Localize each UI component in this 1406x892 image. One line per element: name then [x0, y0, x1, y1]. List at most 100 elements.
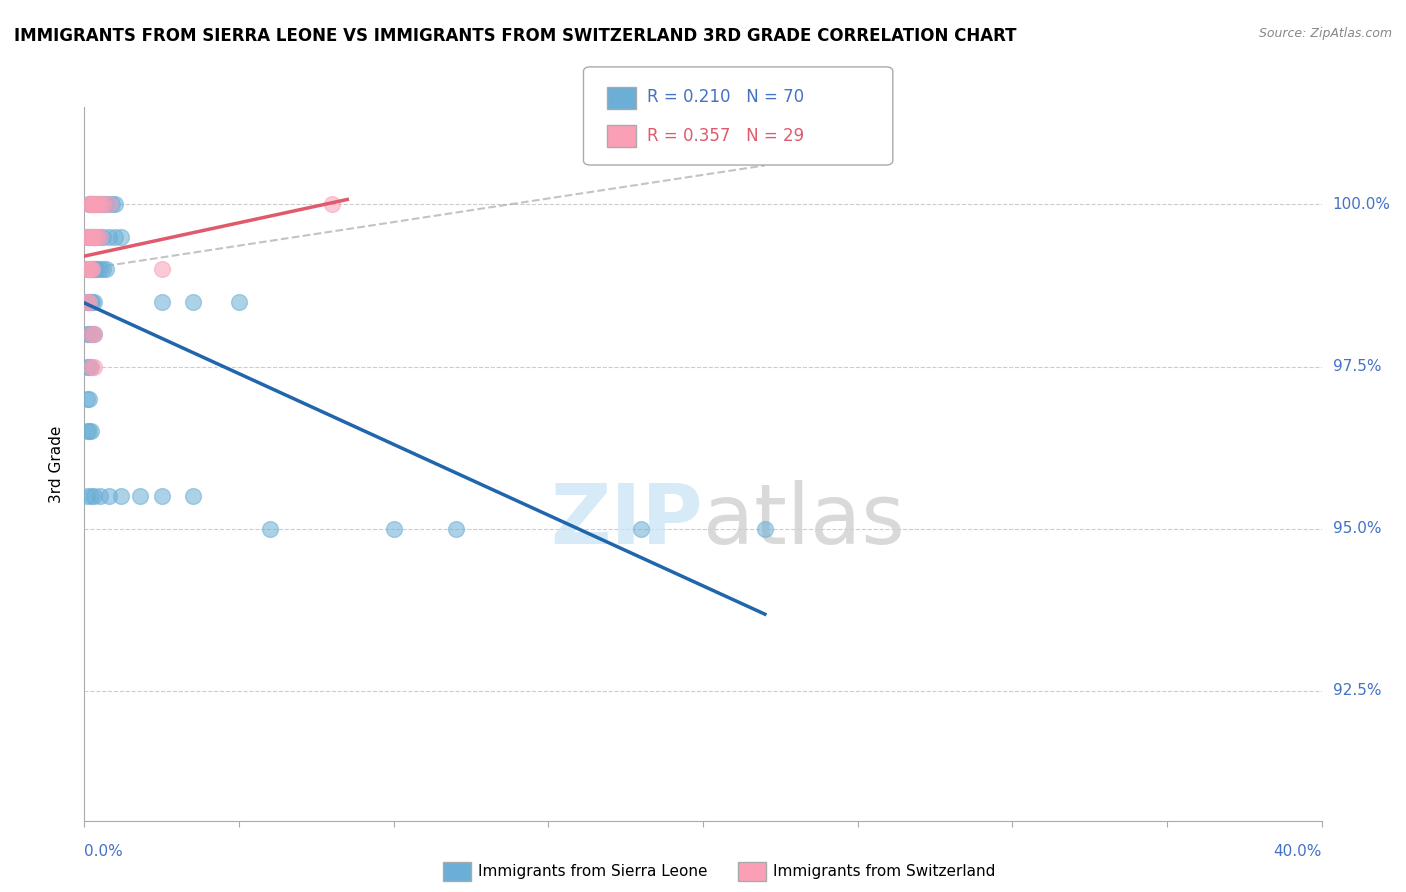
- Point: [150, 489, 173, 503]
- Point: [79, 489, 101, 503]
- Point: [754, 522, 776, 536]
- Point: [76, 327, 98, 342]
- Point: [86, 197, 108, 211]
- Point: [77, 262, 100, 277]
- Point: [98, 197, 121, 211]
- Point: [76, 262, 98, 277]
- Point: [444, 522, 467, 536]
- Point: [76, 294, 98, 309]
- Point: [79, 359, 101, 374]
- Point: [110, 489, 132, 503]
- Point: [89, 197, 111, 211]
- Point: [321, 197, 343, 211]
- Point: [76, 262, 98, 277]
- Point: [94, 197, 117, 211]
- Point: [82, 294, 104, 309]
- Point: [84, 262, 107, 277]
- Text: R = 0.210   N = 70: R = 0.210 N = 70: [647, 88, 804, 106]
- Text: 95.0%: 95.0%: [1333, 521, 1381, 536]
- Point: [83, 262, 105, 277]
- Point: [79, 197, 101, 211]
- Point: [83, 327, 105, 342]
- Point: [89, 229, 111, 244]
- Point: [228, 294, 250, 309]
- Point: [82, 229, 104, 244]
- Point: [77, 262, 100, 277]
- Y-axis label: 3rd Grade: 3rd Grade: [49, 425, 63, 502]
- Point: [382, 522, 405, 536]
- Point: [86, 197, 108, 211]
- Point: [98, 229, 121, 244]
- Point: [181, 294, 204, 309]
- Text: R = 0.357   N = 29: R = 0.357 N = 29: [647, 127, 804, 145]
- Point: [83, 294, 105, 309]
- Point: [79, 327, 101, 342]
- Point: [83, 359, 105, 374]
- Point: [83, 197, 105, 211]
- Text: Immigrants from Switzerland: Immigrants from Switzerland: [773, 864, 995, 879]
- Point: [82, 327, 104, 342]
- Point: [79, 359, 101, 374]
- Point: [82, 197, 104, 211]
- Point: [79, 229, 101, 244]
- Point: [86, 262, 108, 277]
- Text: atlas: atlas: [703, 481, 904, 561]
- Point: [76, 489, 98, 503]
- Point: [150, 262, 173, 277]
- Point: [76, 229, 98, 244]
- Point: [77, 425, 100, 439]
- Point: [94, 262, 117, 277]
- Point: [91, 197, 114, 211]
- Point: [86, 229, 108, 244]
- Point: [76, 392, 98, 406]
- Point: [129, 489, 152, 503]
- Text: ZIP: ZIP: [551, 481, 703, 561]
- Point: [259, 522, 281, 536]
- Point: [77, 392, 100, 406]
- Point: [89, 489, 111, 503]
- Point: [77, 229, 100, 244]
- Point: [98, 489, 121, 503]
- Point: [89, 229, 111, 244]
- Point: [150, 294, 173, 309]
- Point: [98, 197, 121, 211]
- Point: [91, 197, 114, 211]
- Point: [91, 262, 114, 277]
- Point: [77, 197, 100, 211]
- Point: [77, 294, 100, 309]
- Text: 97.5%: 97.5%: [1333, 359, 1381, 374]
- Point: [104, 229, 127, 244]
- Point: [86, 229, 108, 244]
- Point: [84, 197, 107, 211]
- Point: [76, 359, 98, 374]
- Point: [101, 197, 124, 211]
- Point: [77, 327, 100, 342]
- Point: [82, 262, 104, 277]
- Point: [82, 229, 104, 244]
- Point: [79, 262, 101, 277]
- Point: [630, 522, 652, 536]
- Point: [79, 294, 101, 309]
- Point: [77, 359, 100, 374]
- Point: [77, 229, 100, 244]
- Text: IMMIGRANTS FROM SIERRA LEONE VS IMMIGRANTS FROM SWITZERLAND 3RD GRADE CORRELATIO: IMMIGRANTS FROM SIERRA LEONE VS IMMIGRAN…: [14, 27, 1017, 45]
- Point: [77, 294, 100, 309]
- Point: [89, 197, 111, 211]
- Point: [82, 262, 104, 277]
- Text: 40.0%: 40.0%: [1274, 845, 1322, 859]
- Text: 92.5%: 92.5%: [1333, 683, 1381, 698]
- Point: [76, 425, 98, 439]
- Point: [91, 229, 114, 244]
- Point: [79, 197, 101, 211]
- Text: 100.0%: 100.0%: [1333, 197, 1391, 211]
- Point: [77, 197, 100, 211]
- Point: [79, 425, 101, 439]
- Point: [79, 229, 101, 244]
- Point: [84, 197, 107, 211]
- Point: [79, 327, 101, 342]
- Point: [104, 197, 127, 211]
- Text: Source: ZipAtlas.com: Source: ZipAtlas.com: [1258, 27, 1392, 40]
- Text: Immigrants from Sierra Leone: Immigrants from Sierra Leone: [478, 864, 707, 879]
- Point: [89, 262, 111, 277]
- Point: [83, 489, 105, 503]
